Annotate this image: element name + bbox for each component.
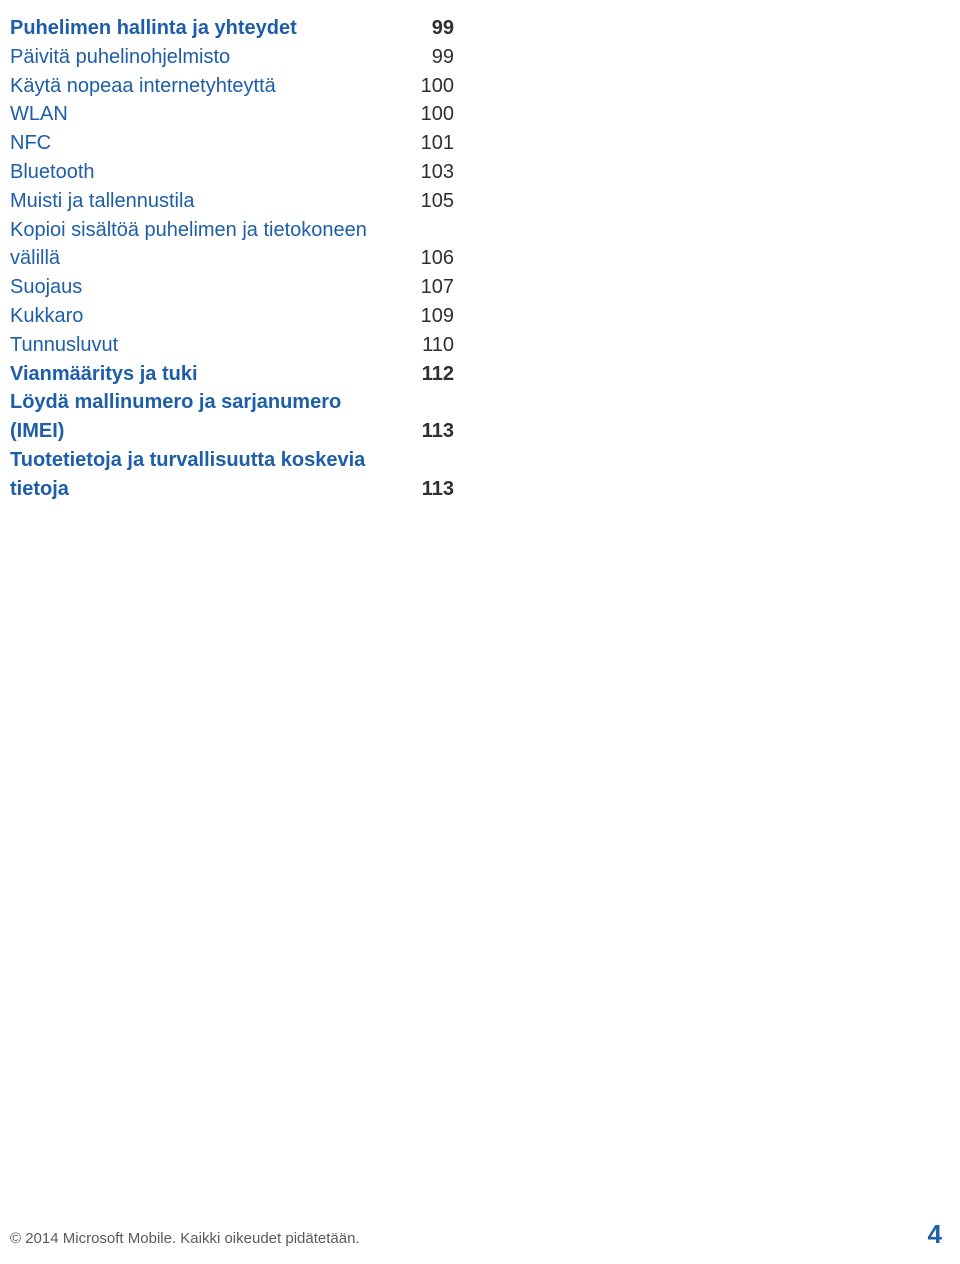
toc-row[interactable]: WLAN100 xyxy=(10,100,460,129)
toc-page: 107 xyxy=(412,273,460,302)
toc-label: Muisti ja tallennustila xyxy=(10,187,412,216)
toc-page: 113 xyxy=(412,475,460,504)
document-page: Puhelimen hallinta ja yhteydet99Päivitä … xyxy=(0,0,960,1264)
toc-page: 110 xyxy=(412,331,460,360)
toc-row[interactable]: Bluetooth103 xyxy=(10,158,460,187)
toc-label: Löydä mallinumero ja sarjanumero (IMEI) xyxy=(10,388,412,446)
toc-row[interactable]: Kukkaro109 xyxy=(10,302,460,331)
toc-label: Puhelimen hallinta ja yhteydet xyxy=(10,14,412,43)
toc-row[interactable]: Päivitä puhelinohjelmisto99 xyxy=(10,43,460,72)
toc-label: Suojaus xyxy=(10,273,412,302)
toc-page: 109 xyxy=(412,302,460,331)
toc-row[interactable]: Muisti ja tallennustila105 xyxy=(10,187,460,216)
toc-label: Käytä nopeaa internetyhteyttä xyxy=(10,72,412,101)
toc-label: Tuotetietoja ja turvallisuutta koskevia … xyxy=(10,446,412,504)
page-number: 4 xyxy=(928,1219,942,1250)
toc-row[interactable]: Käytä nopeaa internetyhteyttä100 xyxy=(10,72,460,101)
toc-label: Kukkaro xyxy=(10,302,412,331)
page-footer: © 2014 Microsoft Mobile. Kaikki oikeudet… xyxy=(0,1219,960,1250)
toc-page: 105 xyxy=(412,187,460,216)
toc-row[interactable]: Löydä mallinumero ja sarjanumero (IMEI)1… xyxy=(10,388,460,446)
toc-label: Vianmääritys ja tuki xyxy=(10,360,412,389)
toc-row[interactable]: NFC101 xyxy=(10,129,460,158)
toc-row[interactable]: Tuotetietoja ja turvallisuutta koskevia … xyxy=(10,446,460,504)
toc-row[interactable]: Vianmääritys ja tuki112 xyxy=(10,360,460,389)
toc-row[interactable]: Tunnusluvut110 xyxy=(10,331,460,360)
toc-page: 99 xyxy=(412,43,460,72)
toc-label: Kopioi sisältöä puhelimen ja tietokoneen… xyxy=(10,216,412,274)
copyright-text: © 2014 Microsoft Mobile. Kaikki oikeudet… xyxy=(10,1230,360,1247)
toc-row[interactable]: Suojaus107 xyxy=(10,273,460,302)
toc-page: 101 xyxy=(412,129,460,158)
toc-page: 106 xyxy=(412,244,460,273)
toc-page: 99 xyxy=(412,14,460,43)
toc-label: Päivitä puhelinohjelmisto xyxy=(10,43,412,72)
toc-row[interactable]: Kopioi sisältöä puhelimen ja tietokoneen… xyxy=(10,216,460,274)
toc-page: 103 xyxy=(412,158,460,187)
toc-label: Bluetooth xyxy=(10,158,412,187)
toc-page: 100 xyxy=(412,72,460,101)
toc-page: 112 xyxy=(412,360,460,389)
toc-page: 113 xyxy=(412,417,460,446)
toc-label: WLAN xyxy=(10,100,412,129)
toc-page: 100 xyxy=(412,100,460,129)
table-of-contents: Puhelimen hallinta ja yhteydet99Päivitä … xyxy=(0,0,460,504)
toc-row[interactable]: Puhelimen hallinta ja yhteydet99 xyxy=(10,14,460,43)
toc-label: Tunnusluvut xyxy=(10,331,412,360)
toc-label: NFC xyxy=(10,129,412,158)
